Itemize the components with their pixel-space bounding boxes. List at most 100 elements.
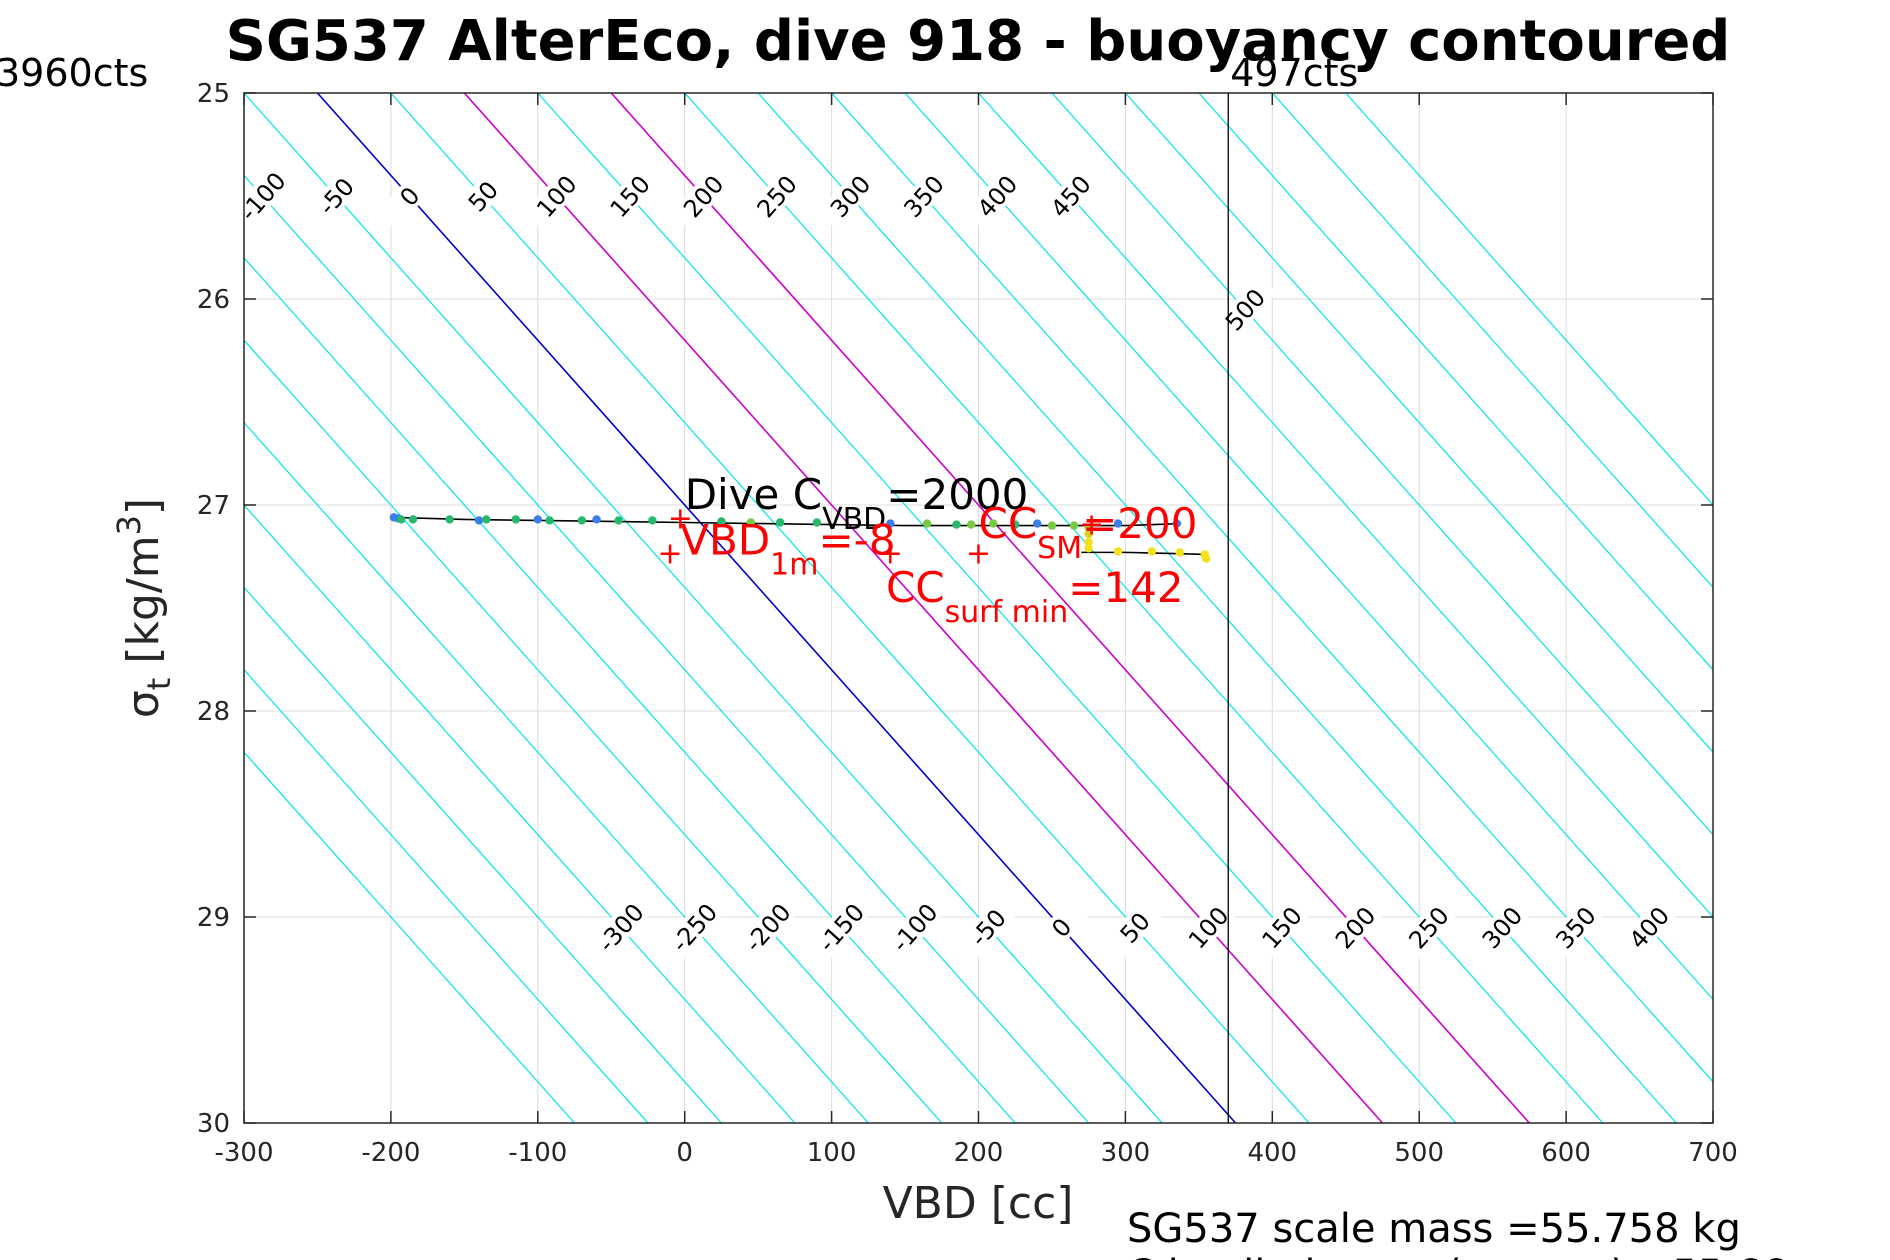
annotation-dive: Dive CVBD=2000 [685, 470, 1029, 537]
contour-label-bg [450, 161, 516, 231]
scatter-point [988, 519, 998, 528]
y-label-unit-sup: 3 [110, 515, 148, 535]
contour-line [244, 93, 1163, 1123]
contour-line [978, 93, 1713, 918]
plus-marker: + [966, 536, 991, 571]
implied-mass-text: C implied mass (apogee) =55.66 [1127, 1252, 1787, 1260]
scatter-point [408, 515, 418, 524]
y-tick-label: 27 [197, 491, 230, 521]
annotation-main: CC [979, 499, 1038, 548]
scatter-point [1084, 529, 1093, 539]
series-line [1081, 551, 1207, 556]
contour-line [610, 93, 1530, 1123]
x-tick-label: -200 [361, 1138, 420, 1168]
scatter-point [1113, 519, 1123, 528]
contour-label-bg [670, 161, 736, 231]
contour-label-bg [881, 893, 947, 962]
contour-label-bg [955, 893, 1021, 962]
footer-info: SG537 scale mass =55.758 kg C implied ma… [1127, 1206, 1787, 1260]
scatter-point [648, 516, 657, 525]
vbd-limit-line: 497cts [1227, 51, 1358, 1123]
x-tick-label: 500 [1394, 1138, 1444, 1168]
x-tick-label: 300 [1101, 1138, 1151, 1168]
contour-label-bg [376, 161, 442, 231]
contour-label-bg [964, 161, 1030, 231]
contour-label-bg [1542, 893, 1608, 962]
y-tick-label: 29 [197, 903, 230, 933]
plus-marker: + [668, 501, 693, 536]
contour-label-bg [808, 893, 874, 962]
contour-line [1345, 93, 1713, 506]
scatter-point [592, 515, 601, 524]
annotation-sub: VBD [822, 502, 886, 537]
series-line [390, 516, 1182, 527]
scale-mass-text: SG537 scale mass =55.758 kg [1127, 1206, 1741, 1252]
contour-label-bg [735, 893, 800, 962]
annotation-sub: 1m [770, 547, 818, 582]
y-axis-ticks: 25 26 27 28 29 30 [197, 79, 1713, 1139]
contour-line [244, 504, 796, 1123]
contour-line [1271, 93, 1713, 589]
scatter-point [746, 518, 756, 527]
contour-line [684, 93, 1604, 1123]
scatter-point [717, 517, 726, 526]
y-label-unit-close: ] [118, 498, 169, 515]
x-tick-label: 100 [807, 1138, 857, 1168]
x-tick-label: -300 [214, 1138, 273, 1168]
contour-line [1051, 93, 1713, 836]
contour-label-bg [1102, 893, 1167, 962]
scatter-point [474, 516, 484, 525]
scatter-point [482, 515, 491, 524]
scatter-point [775, 518, 785, 527]
contour-line [463, 93, 1384, 1123]
contour-line [244, 586, 722, 1123]
annotation-main: CC [886, 563, 945, 612]
y-tick-label: 28 [197, 697, 230, 727]
scatter-point [1033, 519, 1042, 528]
buoyancy-contours [244, 93, 1713, 1123]
contour-label-bg [1249, 893, 1314, 962]
contour-line [831, 93, 1713, 1083]
contour-label-bg [303, 161, 369, 231]
x-tick-label: 200 [954, 1138, 1004, 1168]
plus-marker: + [878, 536, 903, 571]
x-tick-label: 700 [1688, 1138, 1738, 1168]
contour-line [316, 93, 1237, 1123]
scatter-point [952, 520, 961, 529]
scatter-point [966, 520, 976, 529]
annotation-ccsm: CCSM=200 [979, 499, 1198, 566]
contour-line [1198, 93, 1713, 671]
contour-label-bg [1616, 893, 1682, 962]
x-axis-ticks: -300 -200 -100 0 100 200 300 400 500 600 700 [214, 93, 1738, 1168]
y-label-sigma: σ [118, 690, 169, 718]
scatter-point [396, 515, 406, 524]
contour-line [244, 256, 1016, 1123]
scatter-point [1147, 547, 1157, 556]
left-count-label: 3960cts [0, 51, 148, 95]
annotation-vbd1m: VBD1m=-8 [680, 515, 895, 582]
contour-label-bg [1396, 893, 1461, 962]
annotation-value: =2000 [886, 470, 1028, 519]
plus-marker: + [1079, 508, 1104, 543]
scatter-point [1175, 548, 1184, 557]
contour-label-bg [1175, 893, 1241, 962]
scatter-point [1084, 537, 1093, 547]
y-label-sub: t [140, 678, 178, 691]
y-label-unit: [kg/m [118, 535, 169, 677]
contour-label-bg [744, 161, 809, 231]
scatter-point [511, 515, 520, 524]
x-tick-label: -100 [508, 1138, 567, 1168]
x-tick-label: 0 [676, 1138, 693, 1168]
scatter-point [922, 519, 932, 528]
contour-label-bg [588, 893, 653, 962]
annotation-main: VBD [680, 515, 770, 564]
contour-label-bg [1037, 161, 1103, 231]
contour-label-bg [817, 161, 883, 231]
chart-title: SG537 AlterEco, dive 918 - buoyancy cont… [226, 9, 1731, 74]
y-tick-label: 25 [197, 79, 230, 109]
contour-line [244, 668, 649, 1123]
contour-label-bg [1322, 893, 1388, 962]
scatter-point [1047, 521, 1057, 530]
